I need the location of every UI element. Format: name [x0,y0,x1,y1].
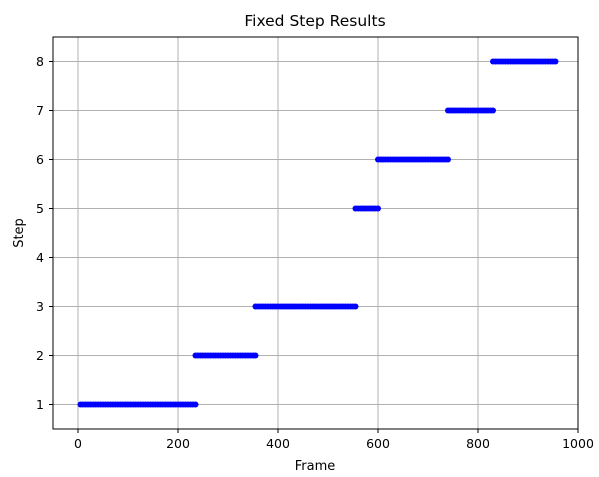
grid [53,37,579,429]
y-tick-label: 4 [36,250,44,265]
data-point [490,107,496,114]
x-axis-label: Frame [295,459,336,474]
y-axis-ticks: 1 2 3 4 5 6 7 8 [36,54,53,412]
x-tick-label: 0 [74,436,82,451]
chart-title: Fixed Step Results [244,12,385,30]
y-tick-label: 5 [36,201,44,216]
x-tick-label: 600 [366,436,390,451]
data-point [445,156,451,163]
y-axis-label: Step [12,218,27,248]
y-tick-label: 2 [36,348,44,363]
y-tick-label: 8 [36,54,44,69]
x-tick-label: 400 [266,436,290,451]
data-point [552,58,559,65]
x-tick-label: 1000 [562,436,594,451]
x-tick-label: 800 [466,436,490,451]
y-tick-label: 6 [36,152,44,167]
x-tick-label: 200 [166,436,190,451]
x-axis-ticks: 0 200 400 600 800 1000 [74,429,594,451]
data-point [192,401,199,408]
plot-area [52,36,579,430]
data-point [375,205,381,212]
data-point [352,303,359,310]
y-tick-label: 3 [36,299,44,314]
y-tick-label: 1 [36,397,44,412]
y-tick-label: 7 [36,103,44,118]
data-point [252,352,259,359]
data-series [77,58,559,408]
